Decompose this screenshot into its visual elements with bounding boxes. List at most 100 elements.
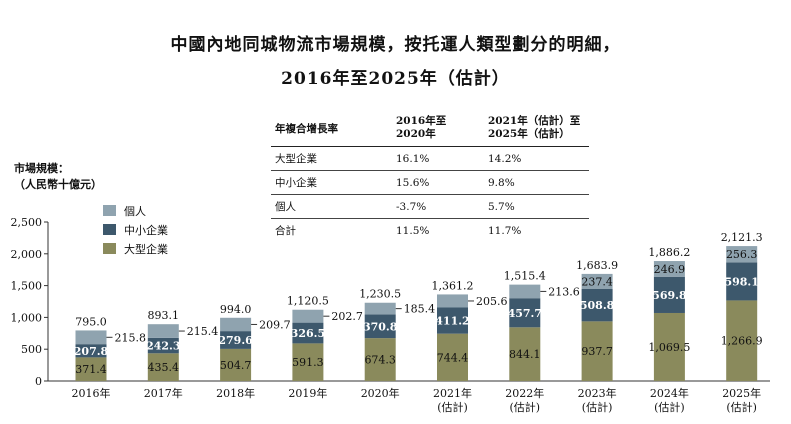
cagr-header-2016-2020: 2016年至 2020年 [396,115,447,140]
bar-segment-large [726,300,758,381]
bar-segment-individual [364,302,396,315]
cagr-row-label: 中小企業 [275,177,317,189]
chart-title-line1: 中國內地同城物流市場規模，按托運人類型劃分的明細， [170,35,621,55]
bar-segment-large [437,333,468,381]
bar-segment-individual [653,261,685,277]
data-label-sme: 279.6 [218,334,253,347]
data-label-total: 1,683.9 [576,259,618,272]
bar-segment-large [653,312,685,381]
bar-segment-individual [147,324,179,338]
data-label-individual: 237.4 [581,275,613,288]
x-tick-label: 2023年 [578,386,617,400]
data-label-total: 1,230.5 [359,288,401,301]
legend-swatch [103,205,116,216]
bar-segment-individual [581,273,613,290]
data-label-total: 1,361.2 [432,279,474,292]
cagr-header-2021-2025: 2021年（估計）至 2025年（估計） [488,115,581,140]
cagr-row-value-2021-2025: 5.7% [488,200,515,213]
data-label-individual: 209.7 [259,318,291,331]
data-label-large: 591.3 [292,356,324,369]
bar-segment-sme [364,314,396,339]
data-label-total: 1,120.5 [287,295,329,308]
data-label-sme: 598.1 [724,275,758,288]
x-tick-label: (估計) [654,400,685,414]
data-label-individual: 205.6 [476,295,508,308]
bar-segment-sme [75,344,107,358]
data-label-total: 1,886.2 [648,246,690,259]
legend-label: 個人 [124,205,146,218]
x-tick-label: 2016年 [72,386,111,400]
bar-segment-sme [509,298,541,328]
data-label-sme: 569.8 [652,289,687,302]
data-label-sme: 326.5 [291,327,325,340]
y-tick-label: 2,500 [11,216,43,229]
bar-segment-large [581,321,613,381]
data-label-total: 2,121.3 [721,231,763,244]
x-tick-label: (估計) [582,400,613,414]
legend-swatch [103,243,116,254]
bar-segment-large [292,343,324,381]
x-tick-label: 2020年 [361,386,400,400]
y-axis-label-line2: （人民幣十億元） [14,178,102,191]
cagr-row-value-2016-2020: 16.1% [396,152,430,165]
bar-segment-individual [292,309,324,323]
x-tick-label: (估計) [510,400,541,414]
y-tick-label: 500 [21,343,42,356]
y-tick-label: 1,500 [11,280,43,293]
data-label-large: 937.7 [581,345,613,358]
cagr-row-value-2021-2025: 11.7% [488,224,522,237]
legend-label: 大型企業 [124,242,168,256]
cagr-row-label: 個人 [275,201,296,213]
data-label-large: 1,069.5 [648,341,690,354]
x-tick-label: (估計) [437,400,468,414]
data-label-total: 994.0 [220,303,252,316]
data-label-large: 744.4 [437,351,469,364]
bar-segment-large [364,338,396,381]
data-label-sme: 411.2 [435,315,469,328]
data-label-individual: 215.8 [115,331,147,344]
data-label-individual: 185.4 [404,303,436,316]
x-tick-label: (估計) [726,400,757,414]
bar-segment-sme [437,307,468,334]
cagr-row-label: 大型企業 [275,153,317,165]
data-label-total: 893.1 [148,309,180,322]
data-label-large: 371.4 [75,363,107,376]
bar-segment-individual [437,294,468,308]
bar-segment-sme [653,276,685,313]
cagr-row-label: 合計 [275,225,296,238]
cagr-row-value-2021-2025: 14.2% [488,152,522,165]
data-label-total: 795.0 [75,315,107,328]
bar-segment-sme [292,322,324,344]
data-label-sme: 457.7 [508,307,542,320]
data-label-sme: 207.8 [74,345,109,358]
data-label-individual: 213.6 [548,285,580,298]
bar-segment-sme [147,337,179,354]
data-label-individual: 202.7 [331,310,363,323]
cagr-table: 年複合增長率 2016年至 2020年 2021年（估計）至 2025年（估計） 大… [271,110,589,243]
y-tick-label: 0 [35,375,42,388]
data-label-large: 674.3 [364,354,396,367]
cagr-header-label: 年複合增長率 [275,122,338,135]
bar-segment-large [75,357,107,381]
bar-segment-individual [75,330,107,345]
cagr-row: 合計 11.5% 11.7% [271,219,589,243]
x-tick-label: 2021年 [433,386,472,400]
bar-segment-individual [726,246,758,263]
x-tick-label: 2025年 [722,386,761,400]
legend-swatch [103,224,116,235]
y-tick-label: 2,000 [11,248,43,261]
cagr-row-value-2021-2025: 9.8% [488,176,515,189]
bar-segment-sme [581,289,613,322]
x-tick-label: 2018年 [216,386,255,400]
data-label-sme: 508.8 [580,299,615,312]
x-tick-label: 2024年 [650,386,689,400]
bar-segment-large [509,327,541,381]
chart-title-line2: 2016年至2025年（估計） [281,69,510,89]
bar-segment-individual [220,317,252,332]
cagr-table-header: 年複合增長率 2016年至 2020年 2021年（估計）至 2025年（估計） [271,110,589,147]
data-label-large: 504.7 [220,359,252,372]
data-label-individual: 215.4 [187,325,219,338]
data-label-individual: 256.3 [726,248,758,261]
data-label-sme: 370.8 [363,320,398,333]
